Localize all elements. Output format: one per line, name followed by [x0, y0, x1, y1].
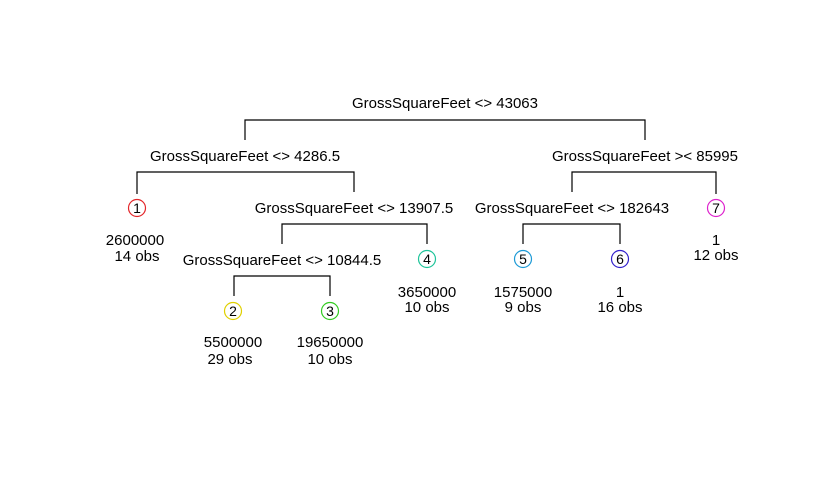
edge-right — [571, 171, 717, 194]
leaf-circle-7 — [706, 198, 726, 218]
split-label-right-left: GrossSquareFeet <> 182643 — [475, 200, 669, 217]
split-label-left-right-left: GrossSquareFeet <> 10844.5 — [183, 252, 381, 269]
edge-left-right-left — [233, 275, 331, 296]
leaf-circle-1 — [127, 198, 147, 218]
leaf-value-6: 1 — [616, 284, 624, 301]
leaf-number-6: 6 — [616, 251, 624, 267]
leaf-circle-6 — [610, 249, 630, 269]
leaf-node-5: 5 1575000 9 obs — [494, 249, 552, 316]
leaf-circle-5 — [513, 249, 533, 269]
leaf-number-1: 1 — [133, 200, 141, 216]
split-labels: GrossSquareFeet <> 43063 GrossSquareFeet… — [150, 95, 738, 269]
split-label-root: GrossSquareFeet <> 43063 — [352, 95, 538, 112]
split-label-right: GrossSquareFeet >< 85995 — [552, 148, 738, 165]
leaf-node-4: 4 3650000 10 obs — [398, 249, 456, 316]
leaf-number-7: 7 — [712, 200, 720, 216]
leaf-obs-1: 14 obs — [114, 248, 159, 265]
edge-root — [244, 119, 646, 140]
tree-edges — [136, 119, 717, 296]
leaf-value-7: 1 — [712, 232, 720, 249]
leaf-node-6: 6 1 16 obs — [597, 249, 643, 316]
leaf-number-5: 5 — [519, 251, 527, 267]
leaf-value-4: 3650000 — [398, 284, 456, 301]
edge-left-right — [281, 223, 428, 244]
leaf-obs-3: 10 obs — [307, 351, 352, 368]
leaf-obs-6: 16 obs — [597, 299, 642, 316]
leaf-value-1: 2600000 — [106, 232, 164, 249]
leaf-circle-4 — [417, 249, 437, 269]
leaf-obs-4: 10 obs — [404, 299, 449, 316]
leaf-value-2: 5500000 — [204, 334, 262, 351]
leaf-obs-2: 29 obs — [207, 351, 252, 368]
leaf-number-4: 4 — [423, 251, 431, 267]
leaf-circle-2 — [223, 301, 243, 321]
leaf-node-7: 7 1 12 obs — [693, 198, 739, 264]
leaf-node-1: 1 2600000 14 obs — [106, 198, 164, 265]
split-label-left: GrossSquareFeet <> 4286.5 — [150, 148, 340, 165]
leaf-number-3: 3 — [326, 303, 334, 319]
leaf-value-5: 1575000 — [494, 284, 552, 301]
split-label-left-right: GrossSquareFeet <> 13907.5 — [255, 200, 453, 217]
leaf-obs-5: 9 obs — [505, 299, 542, 316]
leaf-value-3: 19650000 — [297, 334, 364, 351]
leaf-number-2: 2 — [229, 303, 237, 319]
edge-right-left — [522, 223, 621, 244]
leaf-node-2: 2 5500000 29 obs — [204, 301, 262, 368]
leaf-obs-7: 12 obs — [693, 247, 738, 264]
leaf-node-3: 3 19650000 10 obs — [297, 301, 364, 368]
leaf-circle-3 — [320, 301, 340, 321]
edge-left — [136, 171, 355, 194]
